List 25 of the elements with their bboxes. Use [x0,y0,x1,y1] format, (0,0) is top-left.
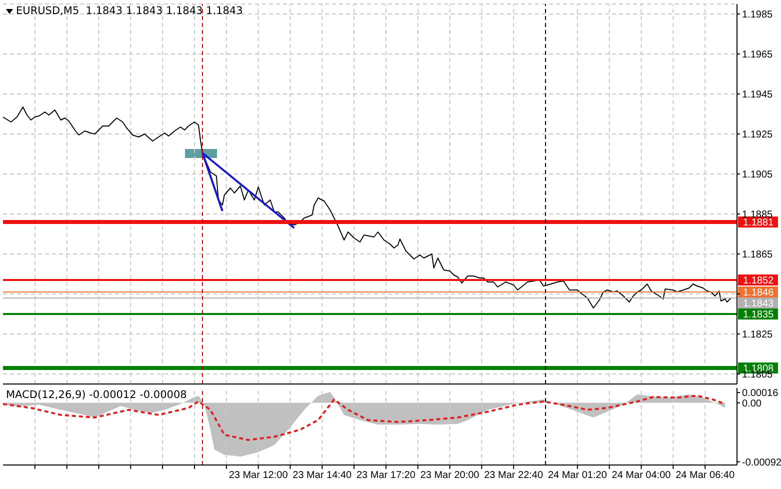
x-tick-label: 23 Mar 17:20 [356,470,416,482]
y-tick-label: 1.1825 [742,330,774,341]
ref-line-label: 1.1852 [743,276,774,287]
x-tick-label: 23 Mar 20:00 [420,470,480,482]
x-tick-label: 23 Mar 14:40 [292,470,352,482]
ref-line-label: 1.1843 [743,298,774,310]
y-tick-label: 1.1965 [742,50,774,61]
chart-title: EURUSD,M5 1.1843 1.1843 1.1843 1.1843 [16,5,243,17]
chart-title: MACD(12,26,9) -0.00012 -0.00008 [6,389,187,401]
y-tick-label: 1.1945 [742,90,774,101]
ref-line-label: 1.1881 [743,218,774,229]
x-tick-label: 24 Mar 06:40 [676,470,735,482]
x-tick-label: 24 Mar 01:20 [548,470,608,482]
y-tick-label: 0.00 [742,398,762,410]
y-tick-label: 1.1925 [742,130,774,141]
x-tick-label: 23 Mar 22:40 [484,470,544,482]
x-tick-label: 24 Mar 04:00 [612,470,672,482]
y-tick-label: 1.1985 [742,10,774,21]
y-tick-label: 1.1905 [742,170,774,181]
y-tick-label: 0.00016 [742,388,779,400]
y-tick-label: 1.1865 [742,250,774,261]
ref-line-label: 1.1835 [743,310,774,321]
x-tick-label: 23 Mar 12:00 [228,470,288,482]
ref-line-label: 1.1846 [743,288,774,299]
y-tick-label: -0.00092 [742,457,781,468]
